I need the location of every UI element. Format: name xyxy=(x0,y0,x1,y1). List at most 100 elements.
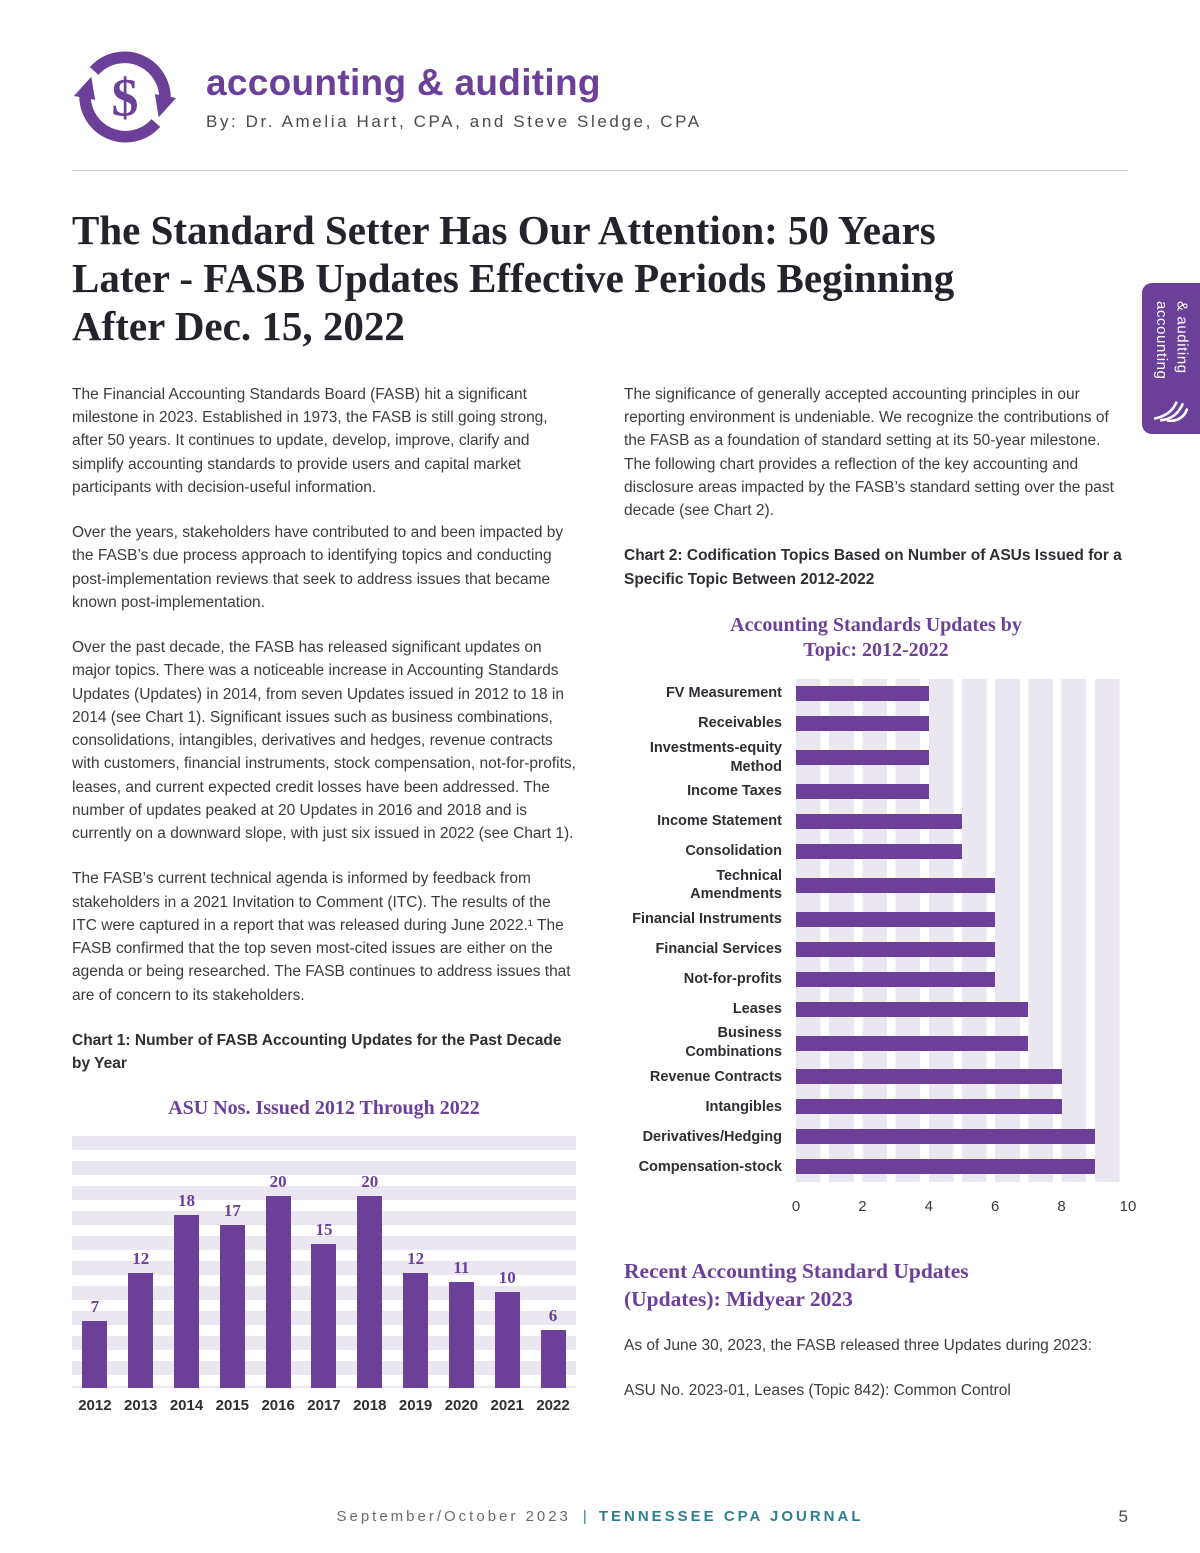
chart1-value-label: 15 xyxy=(315,1220,333,1240)
chart1-bar xyxy=(174,1215,200,1389)
chart2-track xyxy=(796,678,1128,709)
chart1-bar xyxy=(494,1292,520,1389)
right-column: The significance of generally accepted a… xyxy=(624,383,1137,1424)
chart2-bar xyxy=(796,814,962,830)
byline: By: Dr. Amelia Hart, CPA, and Steve Sled… xyxy=(206,112,702,131)
chart1-column: 18 xyxy=(164,1191,210,1389)
chart2-row: Consolidation xyxy=(624,836,1128,867)
svg-text:$: $ xyxy=(112,67,139,127)
chart2-track xyxy=(796,708,1128,739)
chart2-category-label: FV Measurement xyxy=(665,685,782,702)
chart2-caption: Chart 2: Codification Topics Based on Nu… xyxy=(624,547,1122,588)
chart2-row: Leases xyxy=(624,994,1128,1025)
chart1-value-label: 18 xyxy=(178,1191,196,1211)
chart1-column: 10 xyxy=(484,1268,530,1389)
chart2-track xyxy=(796,866,1128,905)
paragraph: The FASB’s current technical agenda is i… xyxy=(72,870,571,1004)
header-divider xyxy=(72,170,1128,171)
chart1-year-label: 2019 xyxy=(398,1397,433,1415)
chart1-value-label: 17 xyxy=(223,1201,241,1221)
paragraph: Over the past decade, the FASB has relea… xyxy=(72,639,576,843)
chart1-plot: 7 12 18 17 20 15 20 12 11 10 6 xyxy=(72,1136,576,1389)
chart1-year-label: 2016 xyxy=(261,1397,295,1415)
chart2-category-label: Receivables xyxy=(698,715,782,732)
chart2-bar xyxy=(796,1069,1062,1085)
paragraph: The significance of generally accepted a… xyxy=(624,385,1114,520)
chart1-value-label: 20 xyxy=(361,1172,379,1192)
chart2-bar xyxy=(796,941,996,957)
dollar-cycle-icon: $ xyxy=(73,51,177,143)
chart2-row: Derivatives/Hedging xyxy=(624,1121,1128,1152)
chart2-axis-tick: 10 xyxy=(1119,1197,1137,1215)
article-title: The Standard Setter Has Our Attention: 5… xyxy=(72,207,955,349)
chart1-caption: Chart 1: Number of FASB Accounting Updat… xyxy=(72,1031,562,1073)
chart1-value-label: 12 xyxy=(132,1249,150,1269)
chart2-bar xyxy=(796,1035,1029,1051)
chart1-column: 20 xyxy=(347,1172,393,1389)
chart2-bar xyxy=(796,1159,1095,1175)
side-tab-line2: & auditing xyxy=(1173,301,1191,374)
chart1-value-label: 7 xyxy=(90,1297,100,1317)
chart1-year-label: 2014 xyxy=(169,1397,204,1415)
chart1-bar xyxy=(403,1273,429,1389)
chart2-track xyxy=(796,806,1128,837)
chart1-year-label: 2017 xyxy=(307,1397,341,1415)
chart2-track xyxy=(796,1024,1128,1062)
chart2-row: Not-for-profits xyxy=(624,964,1128,995)
chart2-track xyxy=(796,934,1128,965)
footer-issue: September/October 2023 xyxy=(336,1508,571,1525)
page-footer: September/October 2023 | TENNESSEE CPA J… xyxy=(72,1507,1128,1526)
chart2-category-label: Intangibles xyxy=(705,1098,782,1115)
chart2-category-label: Financial Services xyxy=(655,940,782,957)
side-tab-accounting-auditing[interactable]: accounting & auditing xyxy=(1142,283,1200,434)
dollar-cycle-logo: $ xyxy=(72,44,178,150)
chart2-bar xyxy=(796,784,929,800)
chart1-bar xyxy=(128,1273,154,1389)
section-title: accounting & auditing xyxy=(206,62,601,103)
chart2-row: FV Measurement xyxy=(624,678,1128,709)
chart1-year-label: 2012 xyxy=(78,1397,112,1415)
chart2-row: Technical Amendments xyxy=(624,866,1128,905)
chart2-bar xyxy=(796,911,996,927)
chart2-category-label: Consolidation xyxy=(685,843,782,860)
chart1-column: 11 xyxy=(439,1258,485,1389)
swirl-icon xyxy=(1153,400,1189,422)
chart2-track xyxy=(796,964,1128,995)
chart2-track xyxy=(796,776,1128,807)
chart2-category-label: Income Taxes xyxy=(687,783,782,800)
chart2-row: Income Statement xyxy=(624,806,1128,837)
chart2-category-label: Revenue Contracts xyxy=(649,1068,782,1085)
chart1-bar xyxy=(219,1225,245,1389)
chart1-bar xyxy=(540,1330,566,1389)
header-text: accounting & auditing By: Dr. Amelia Har… xyxy=(206,62,702,132)
paragraph: The Financial Accounting Standards Board… xyxy=(72,385,548,496)
chart2-bar xyxy=(796,971,996,987)
chart2-category-label: Derivatives/Hedging xyxy=(642,1128,782,1145)
paragraph: ASU No. 2023-01, Leases (Topic 842): Com… xyxy=(624,1382,1011,1400)
chart2: Accounting Standards Updates by Topic: 2… xyxy=(624,613,1137,1224)
paragraph: Over the years, stakeholders have contri… xyxy=(72,524,564,611)
chart2-row: Business Combinations xyxy=(624,1024,1128,1062)
chart2-row: Financial Instruments xyxy=(624,904,1128,935)
chart2-category-label: Business Combinations xyxy=(685,1025,782,1061)
chart2-row: Receivables xyxy=(624,708,1128,739)
chart1-year-label: 2015 xyxy=(215,1397,250,1415)
chart1-year-label: 2021 xyxy=(490,1397,524,1415)
chart2-row: Income Taxes xyxy=(624,776,1128,807)
chart2-bar xyxy=(796,1099,1062,1115)
chart2-category-label: Investments-equity Method xyxy=(649,739,782,775)
chart1-year-label: 2018 xyxy=(353,1397,387,1415)
chart1-bar xyxy=(357,1196,383,1389)
footer-separator: | xyxy=(582,1508,587,1525)
chart1-value-label: 10 xyxy=(498,1268,516,1288)
chart1: ASU Nos. Issued 2012 Through 2022 7 12 18 1… xyxy=(72,1097,576,1414)
chart2-track xyxy=(796,904,1128,935)
chart1-column: 6 xyxy=(530,1306,576,1389)
chart2-category-label: Financial Instruments xyxy=(632,910,782,927)
chart2-track xyxy=(796,1121,1128,1152)
chart2-bar xyxy=(796,716,929,732)
chart2-xaxis: 0 2 4 6 8 10 xyxy=(792,1192,1137,1224)
chart2-bar xyxy=(796,877,996,893)
article-body: The Financial Accounting Standards Board… xyxy=(72,383,1137,1424)
chart1-column: 20 xyxy=(255,1172,301,1389)
